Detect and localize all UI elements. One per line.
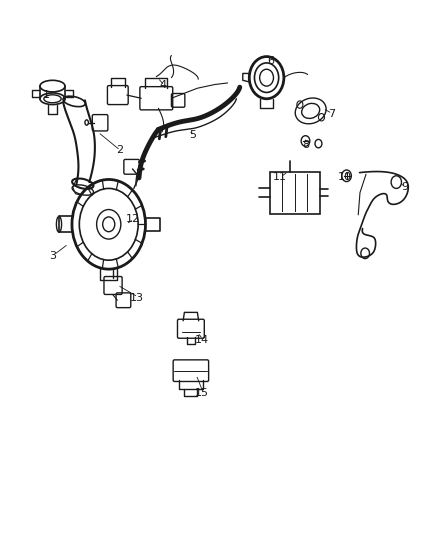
Text: 10: 10 <box>337 172 351 182</box>
Text: 14: 14 <box>194 335 209 345</box>
Text: 1: 1 <box>42 90 49 100</box>
Text: 15: 15 <box>195 388 208 398</box>
Bar <box>270 172 320 214</box>
Text: 8: 8 <box>302 140 309 150</box>
Text: 5: 5 <box>190 130 197 140</box>
Text: 9: 9 <box>401 182 409 192</box>
Text: 2: 2 <box>116 146 123 156</box>
Text: 11: 11 <box>272 172 286 182</box>
Text: 13: 13 <box>130 293 144 303</box>
Text: 7: 7 <box>328 109 335 118</box>
Text: 12: 12 <box>125 214 140 224</box>
Text: 4: 4 <box>159 79 166 90</box>
Text: 6: 6 <box>267 56 274 66</box>
Text: 3: 3 <box>49 251 56 261</box>
